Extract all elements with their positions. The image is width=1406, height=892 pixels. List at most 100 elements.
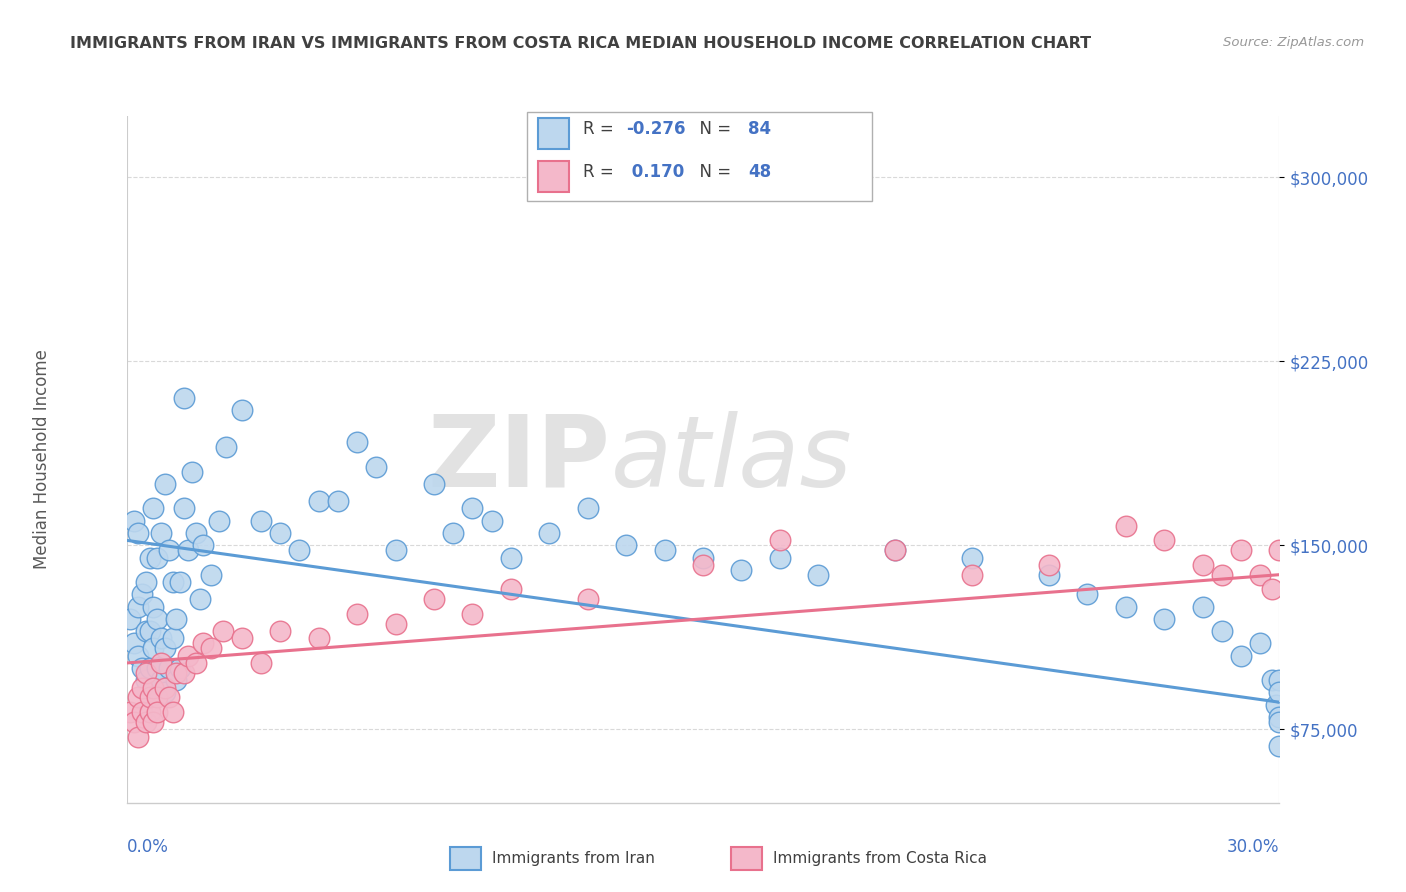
Point (200, 641, 222, 656)
Point (131, 681, 153, 695)
Point (499, 582, 522, 597)
Text: N =: N = (689, 163, 737, 181)
Text: 48: 48 (748, 163, 770, 181)
Point (184, 526, 207, 541)
Point (807, 567, 830, 582)
Point (1268, 673, 1291, 688)
Point (146, 690, 169, 705)
Point (1261, 673, 1284, 688)
Point (692, 558, 714, 572)
Point (1268, 714, 1291, 729)
Point (538, 526, 561, 541)
Point (169, 661, 191, 675)
Text: N =: N = (689, 120, 737, 138)
Point (308, 632, 330, 646)
Point (138, 624, 160, 639)
Point (127, 648, 149, 663)
Text: 30.0%: 30.0% (1227, 838, 1279, 856)
Point (146, 705, 169, 719)
Point (150, 632, 173, 646)
Point (1211, 567, 1233, 582)
Point (960, 550, 983, 565)
Point (730, 563, 752, 577)
Point (150, 656, 173, 670)
Point (1249, 636, 1271, 650)
Point (231, 403, 253, 417)
Text: -0.276: -0.276 (626, 120, 685, 138)
Point (769, 550, 792, 565)
Point (346, 607, 368, 621)
Point (127, 690, 149, 705)
Point (135, 673, 157, 688)
Point (193, 636, 215, 650)
Point (138, 550, 160, 565)
Point (308, 494, 330, 508)
Point (441, 526, 464, 541)
Point (960, 567, 983, 582)
Point (153, 681, 176, 695)
Point (250, 514, 273, 528)
Point (122, 514, 145, 528)
Point (131, 587, 153, 601)
Point (215, 440, 238, 454)
Point (157, 543, 180, 558)
Point (1038, 567, 1060, 582)
Point (346, 435, 368, 450)
Point (127, 730, 149, 744)
Point (162, 632, 184, 646)
Point (153, 641, 176, 656)
Point (193, 538, 215, 552)
Point (150, 673, 173, 688)
Point (1191, 599, 1213, 614)
Point (173, 391, 195, 405)
Point (135, 714, 157, 729)
Point (1268, 739, 1291, 754)
Point (1153, 533, 1175, 548)
Point (173, 665, 195, 680)
Point (1191, 558, 1213, 572)
Point (122, 636, 145, 650)
Point (127, 599, 149, 614)
Point (1261, 582, 1284, 597)
Point (122, 714, 145, 729)
Point (366, 459, 388, 474)
Point (576, 592, 599, 607)
Point (269, 624, 291, 639)
Point (131, 661, 153, 675)
Point (769, 533, 792, 548)
Point (142, 714, 165, 729)
Point (142, 501, 165, 516)
Point (188, 592, 211, 607)
Point (208, 514, 231, 528)
Point (120, 705, 142, 719)
Point (157, 690, 180, 705)
Text: Immigrants from Iran: Immigrants from Iran (492, 851, 655, 866)
Point (576, 501, 599, 516)
Point (692, 550, 714, 565)
Text: atlas: atlas (610, 411, 852, 508)
Text: Source: ZipAtlas.com: Source: ZipAtlas.com (1223, 36, 1364, 49)
Text: Immigrants from Costa Rica: Immigrants from Costa Rica (773, 851, 987, 866)
Point (200, 567, 222, 582)
Point (1115, 599, 1137, 614)
Text: R =: R = (583, 120, 620, 138)
Point (288, 543, 311, 558)
Point (166, 665, 188, 680)
Text: R =: R = (583, 163, 620, 181)
Point (135, 575, 157, 590)
Point (166, 673, 188, 688)
Text: IMMIGRANTS FROM IRAN VS IMMIGRANTS FROM COSTA RICA MEDIAN HOUSEHOLD INCOME CORRE: IMMIGRANTS FROM IRAN VS IMMIGRANTS FROM … (70, 36, 1091, 51)
Point (1230, 543, 1253, 558)
Point (162, 575, 184, 590)
Point (153, 477, 176, 491)
Point (326, 494, 349, 508)
Point (153, 685, 176, 699)
Point (423, 592, 446, 607)
Point (384, 616, 406, 631)
Point (146, 661, 169, 675)
Point (884, 543, 907, 558)
Text: 0.170: 0.170 (626, 163, 683, 181)
Point (173, 501, 195, 516)
Point (614, 538, 637, 552)
Point (150, 526, 173, 541)
